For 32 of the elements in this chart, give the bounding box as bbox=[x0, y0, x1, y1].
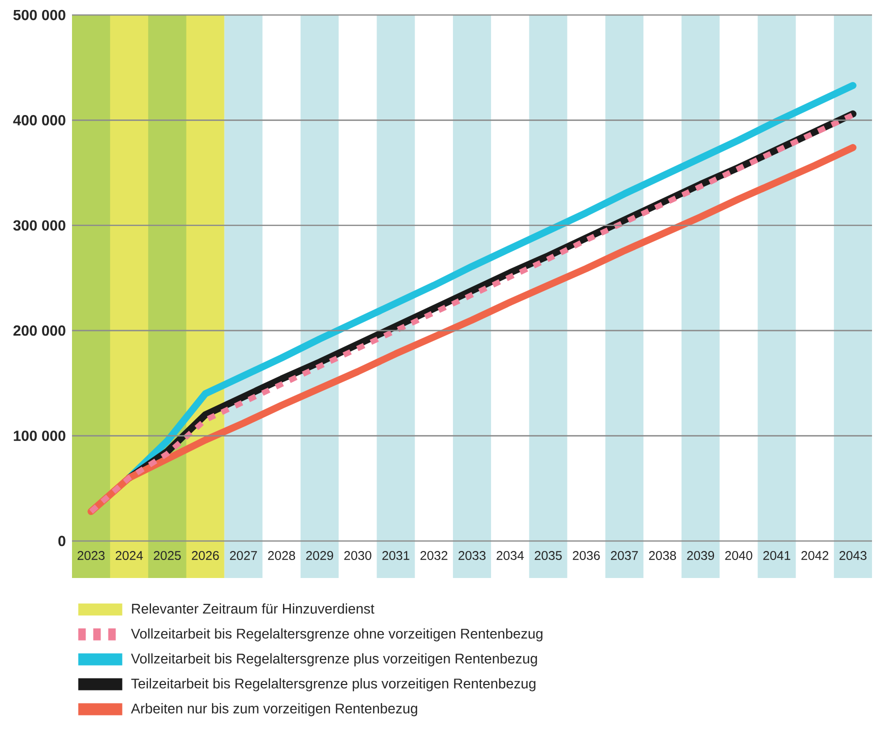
y-tick-label: 300 000 bbox=[13, 220, 66, 231]
y-tick-label: 200 000 bbox=[13, 325, 66, 336]
x-tick-label: 2036 bbox=[572, 551, 600, 560]
x-tick-label: 2040 bbox=[725, 551, 752, 560]
x-tick-label: 2041 bbox=[763, 551, 790, 560]
x-tick-label: 2034 bbox=[496, 551, 524, 560]
x-tick-label: 2032 bbox=[420, 551, 448, 560]
x-tick-label: 2035 bbox=[534, 551, 562, 560]
x-tick-label: 2023 bbox=[78, 551, 105, 560]
legend-label: Vollzeitarbeit bis Regelaltersgrenze plus vorzeitigen Rentenbezug bbox=[130, 653, 537, 666]
legend-label: Vollzeitarbeit bis Regelaltersgrenze ohne vorzeitigen Rentenbezug bbox=[130, 628, 542, 642]
x-tick-label: 2030 bbox=[344, 551, 372, 560]
x-tick-label: 2033 bbox=[458, 551, 486, 560]
x-tick-label: 2037 bbox=[610, 551, 638, 560]
x-tick-label: 2038 bbox=[649, 551, 676, 560]
x-tick-label: 2024 bbox=[116, 551, 143, 560]
y-tick-label: 0 bbox=[58, 536, 66, 546]
x-tick-label: 2031 bbox=[382, 551, 410, 560]
legend-label: Arbeiten nur bis zum vorzeitigen Rentenbezug bbox=[130, 703, 418, 716]
legend-label: Relevanter Zeitraum für Hinzuverdienst bbox=[132, 603, 374, 614]
x-tick-label: 2027 bbox=[230, 551, 257, 560]
legend-label: Teilzeitarbeit bis Regelaltersgrenze plus vorzeitigen Rentenbezug bbox=[131, 678, 536, 692]
x-tick-label: 2042 bbox=[801, 551, 828, 560]
x-tick-label: 2043 bbox=[839, 551, 866, 560]
y-tick-label: 100 000 bbox=[14, 430, 66, 441]
x-tick-label: 2028 bbox=[268, 551, 296, 560]
y-tick-label: 500 000 bbox=[13, 10, 66, 20]
x-tick-label: 2026 bbox=[192, 551, 219, 560]
x-tick-label: 2025 bbox=[154, 551, 181, 560]
x-tick-label: 2029 bbox=[306, 551, 334, 560]
y-tick-label: 400 000 bbox=[13, 115, 66, 126]
x-tick-label: 2039 bbox=[687, 551, 714, 560]
